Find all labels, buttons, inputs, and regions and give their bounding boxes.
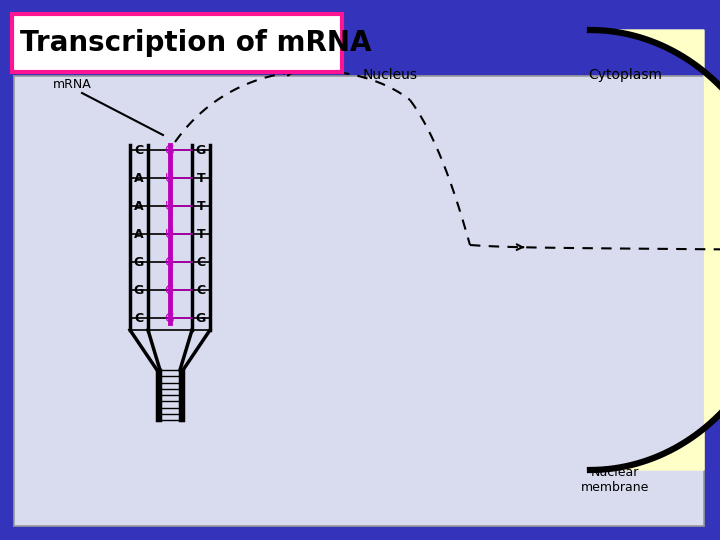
Text: C: C — [135, 144, 143, 157]
FancyBboxPatch shape — [12, 14, 342, 72]
Text: A: A — [134, 172, 144, 185]
Text: T: T — [197, 227, 205, 240]
Text: U: U — [164, 172, 174, 185]
Text: G: G — [196, 144, 206, 157]
Text: C: C — [135, 312, 143, 325]
Text: mRNA: mRNA — [53, 78, 91, 91]
Text: C: C — [197, 284, 206, 296]
Text: U: U — [164, 227, 174, 240]
Text: Cytoplasm: Cytoplasm — [588, 68, 662, 82]
Text: Transcription of mRNA: Transcription of mRNA — [20, 29, 372, 57]
Text: Nucleus: Nucleus — [362, 68, 418, 82]
Text: C: C — [165, 284, 174, 296]
Polygon shape — [590, 30, 720, 470]
Text: G: G — [134, 255, 144, 268]
Text: A: A — [134, 199, 144, 213]
Text: Nuclear
membrane: Nuclear membrane — [581, 466, 649, 494]
Text: T: T — [197, 199, 205, 213]
Text: G: G — [196, 312, 206, 325]
Text: G: G — [164, 312, 174, 325]
FancyBboxPatch shape — [14, 76, 704, 526]
Text: C: C — [197, 255, 206, 268]
Text: C: C — [165, 255, 174, 268]
Text: G: G — [164, 144, 174, 157]
Text: G: G — [134, 284, 144, 296]
Text: T: T — [197, 172, 205, 185]
Text: A: A — [134, 227, 144, 240]
Text: U: U — [164, 199, 174, 213]
